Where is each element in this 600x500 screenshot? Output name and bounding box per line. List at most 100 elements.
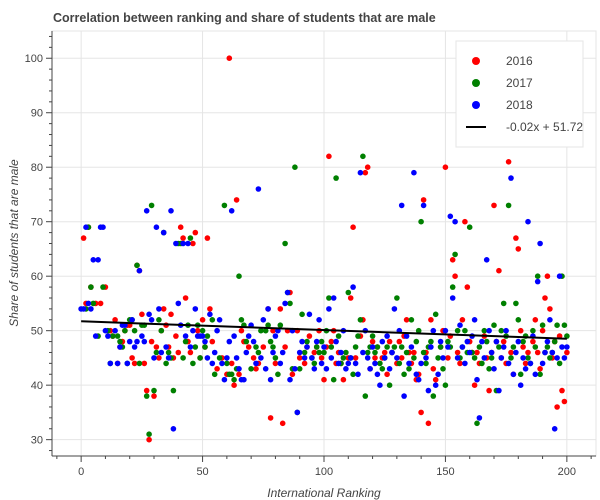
point-2018 xyxy=(168,208,174,214)
point-2017 xyxy=(253,344,259,350)
point-2018 xyxy=(398,202,405,209)
point-2017 xyxy=(350,371,356,378)
point-2017 xyxy=(265,322,271,329)
legend-label-2017: 2017 xyxy=(506,76,533,90)
point-2018 xyxy=(406,360,412,367)
point-2017 xyxy=(143,393,150,399)
point-2018 xyxy=(391,306,398,312)
point-2017 xyxy=(520,338,526,345)
point-2018 xyxy=(445,344,451,350)
point-2018 xyxy=(253,360,259,367)
point-2017 xyxy=(544,344,551,350)
point-2017 xyxy=(476,344,483,350)
point-2017 xyxy=(296,366,303,372)
point-2018 xyxy=(498,355,505,361)
point-2018 xyxy=(408,344,415,350)
point-2018 xyxy=(270,349,276,356)
point-2016 xyxy=(542,295,548,301)
point-2018 xyxy=(321,344,327,350)
point-2018 xyxy=(440,355,446,361)
point-2018 xyxy=(379,338,386,345)
point-2018 xyxy=(241,376,247,383)
point-2018 xyxy=(146,311,152,318)
point-2016 xyxy=(326,153,332,160)
point-2018 xyxy=(153,224,160,230)
point-2018 xyxy=(491,366,497,372)
point-2018 xyxy=(369,344,376,350)
point-2017 xyxy=(224,360,230,367)
point-2018 xyxy=(90,257,97,263)
point-2016 xyxy=(530,338,536,345)
point-2018 xyxy=(313,338,320,345)
point-2016 xyxy=(204,235,211,241)
point-2018 xyxy=(131,344,138,350)
point-2017 xyxy=(333,175,339,181)
point-2018 xyxy=(151,355,157,361)
point-2016 xyxy=(190,240,196,247)
point-2017 xyxy=(228,371,235,378)
point-2017 xyxy=(515,317,522,323)
point-2017 xyxy=(267,338,274,345)
point-2017 xyxy=(328,344,335,350)
point-2016 xyxy=(270,327,276,334)
point-2017 xyxy=(134,262,140,269)
point-2018 xyxy=(556,273,563,280)
point-2017 xyxy=(369,333,376,339)
point-2018 xyxy=(170,426,177,432)
x-tick-label: 50 xyxy=(196,466,208,478)
point-2018 xyxy=(219,360,225,367)
point-2018 xyxy=(258,355,264,361)
trendline-group xyxy=(81,320,567,340)
point-2016 xyxy=(173,333,179,339)
point-2017 xyxy=(534,273,541,280)
point-2018 xyxy=(301,355,308,361)
point-2016 xyxy=(457,360,463,367)
point-2016 xyxy=(369,338,376,345)
point-2016 xyxy=(231,382,237,389)
point-2018 xyxy=(364,355,371,361)
point-2016 xyxy=(226,55,233,61)
point-2016 xyxy=(301,360,308,367)
point-2018 xyxy=(493,338,500,345)
point-2016 xyxy=(318,355,325,361)
point-2018 xyxy=(432,382,439,389)
point-2018 xyxy=(185,240,191,247)
point-2018 xyxy=(479,338,485,345)
point-2016 xyxy=(236,371,242,378)
point-2016 xyxy=(505,159,512,165)
point-2018 xyxy=(141,338,148,345)
point-2018 xyxy=(544,338,551,345)
point-2016 xyxy=(491,202,497,209)
point-2017 xyxy=(275,371,281,378)
point-2018 xyxy=(199,333,206,339)
point-2016 xyxy=(233,197,240,203)
point-2017 xyxy=(440,366,446,372)
point-2017 xyxy=(379,366,386,372)
point-2018 xyxy=(537,240,543,247)
point-2017 xyxy=(554,322,560,329)
point-2017 xyxy=(163,360,169,367)
y-tick-label: 90 xyxy=(31,108,43,120)
legend-marker-2016 xyxy=(472,57,480,65)
point-2016 xyxy=(192,229,199,236)
point-2018 xyxy=(466,349,473,356)
point-2018 xyxy=(148,317,155,323)
point-2016 xyxy=(544,273,551,280)
point-2018 xyxy=(292,366,298,372)
point-2017 xyxy=(355,333,361,339)
point-2017 xyxy=(547,355,553,361)
point-2016 xyxy=(539,327,546,334)
point-2017 xyxy=(377,360,383,367)
point-2018 xyxy=(306,311,313,318)
point-2016 xyxy=(432,376,439,383)
point-2017 xyxy=(88,284,94,290)
y-tick-label: 80 xyxy=(31,162,43,174)
point-2016 xyxy=(520,344,526,350)
point-2016 xyxy=(129,355,135,361)
x-axis-title: International Ranking xyxy=(267,486,381,500)
point-2016 xyxy=(372,355,378,361)
point-2018 xyxy=(192,306,199,312)
point-2017 xyxy=(192,344,199,350)
point-2016 xyxy=(177,224,184,230)
